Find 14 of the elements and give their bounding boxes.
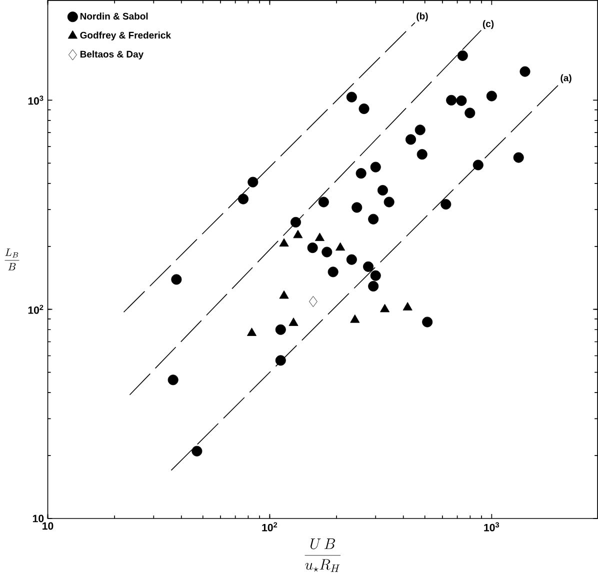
x-axis-title: $\frac{U\,B}{u_{\star}R_{H}}$ xyxy=(304,538,341,572)
y-tick-label: 10$^{2}$ xyxy=(28,304,44,314)
legend-label: Godfrey & Frederick xyxy=(80,31,171,40)
annotation: (b) xyxy=(416,12,428,22)
x-tick-label: 10$^{2}$ xyxy=(262,522,278,532)
y-tick-label: 10 xyxy=(32,514,44,522)
annotation: (a) xyxy=(560,74,572,83)
x-tick-label: 10 xyxy=(42,522,54,530)
annotation: (c) xyxy=(482,20,494,29)
x-tick-label: 10$^{3}$ xyxy=(484,522,500,532)
y-tick-label: 10$^{3}$ xyxy=(28,96,44,105)
legend-label: Beltaos & Day xyxy=(80,50,144,60)
legend-label: Nordin & Sabol xyxy=(80,12,148,20)
y-axis-title: $\frac{L_{B}}{B}$ xyxy=(4,248,20,270)
